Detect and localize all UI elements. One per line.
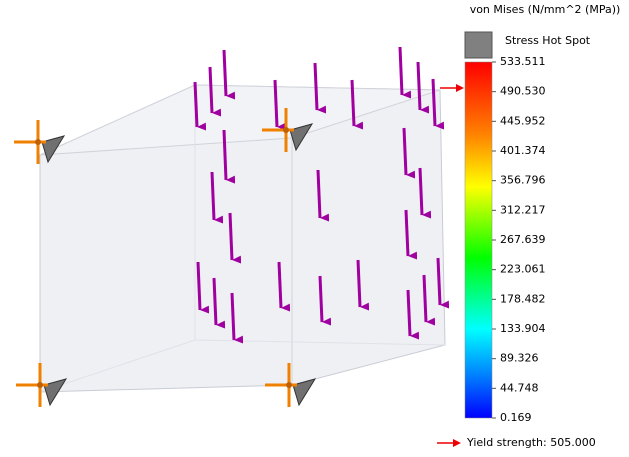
tick-label: 401.374: [500, 144, 546, 157]
legend: von Mises (N/mm^2 (MPa)) Stress Hot Spot…: [437, 3, 620, 449]
yield-label: Yield strength: 505.000: [466, 436, 596, 449]
load-arrow: [224, 50, 226, 96]
load-arrow: [408, 290, 410, 336]
load-arrow: [352, 80, 354, 126]
tick-label: 356.796: [500, 174, 546, 187]
fixture-pin: [37, 382, 43, 388]
tick-label: 178.482: [500, 292, 546, 305]
load-arrow: [195, 82, 197, 127]
tick-label: 89.326: [500, 352, 539, 365]
color-bar: [465, 62, 492, 418]
load-arrow: [224, 130, 226, 180]
load-arrow: [406, 210, 408, 256]
load-arrow: [424, 275, 426, 322]
yield-key-arrow-head: [453, 439, 461, 447]
load-arrow: [318, 170, 320, 218]
load-arrow: [418, 62, 420, 110]
tick-label: 44.748: [500, 381, 539, 394]
tick-label: 267.639: [500, 233, 546, 246]
tick-labels: 533.511 490.530 445.952 401.374 356.796 312.2…: [492, 55, 546, 424]
load-arrow: [232, 293, 234, 340]
tick-label: 533.511: [500, 55, 546, 68]
tick-label: 445.952: [500, 114, 546, 127]
load-arrow: [212, 172, 214, 220]
model: [40, 85, 445, 392]
fixture-pin: [286, 382, 292, 388]
load-arrow: [210, 67, 212, 113]
load-arrow: [420, 168, 422, 215]
load-arrow: [400, 47, 402, 95]
load-arrow: [230, 213, 232, 260]
fixture-pin: [35, 139, 41, 145]
viewport: von Mises (N/mm^2 (MPa)) Stress Hot Spot…: [0, 0, 629, 457]
hot-spot-label: Stress Hot Spot: [505, 34, 591, 47]
load-arrow: [358, 260, 360, 307]
load-arrow: [315, 63, 317, 110]
hot-spot-swatch: [465, 32, 492, 58]
yield-arrow-head: [456, 84, 464, 92]
tick-label: 133.904: [500, 322, 546, 335]
tick-label: 223.061: [500, 263, 546, 276]
load-arrow: [320, 276, 322, 322]
load-arrow: [214, 278, 216, 325]
load-arrow: [438, 258, 440, 305]
tick-label: 312.217: [500, 203, 546, 216]
load-arrow: [404, 128, 406, 175]
screen: von Mises (N/mm^2 (MPa)) Stress Hot Spot…: [0, 0, 629, 457]
tick-label: 490.530: [500, 85, 546, 98]
legend-title: von Mises (N/mm^2 (MPa)): [470, 3, 621, 16]
fixture-pin: [283, 127, 289, 133]
load-arrow: [198, 262, 200, 310]
load-arrow: [433, 79, 435, 126]
tick-label: 0.169: [500, 411, 532, 424]
load-arrow: [275, 80, 277, 127]
load-arrow: [279, 262, 281, 308]
